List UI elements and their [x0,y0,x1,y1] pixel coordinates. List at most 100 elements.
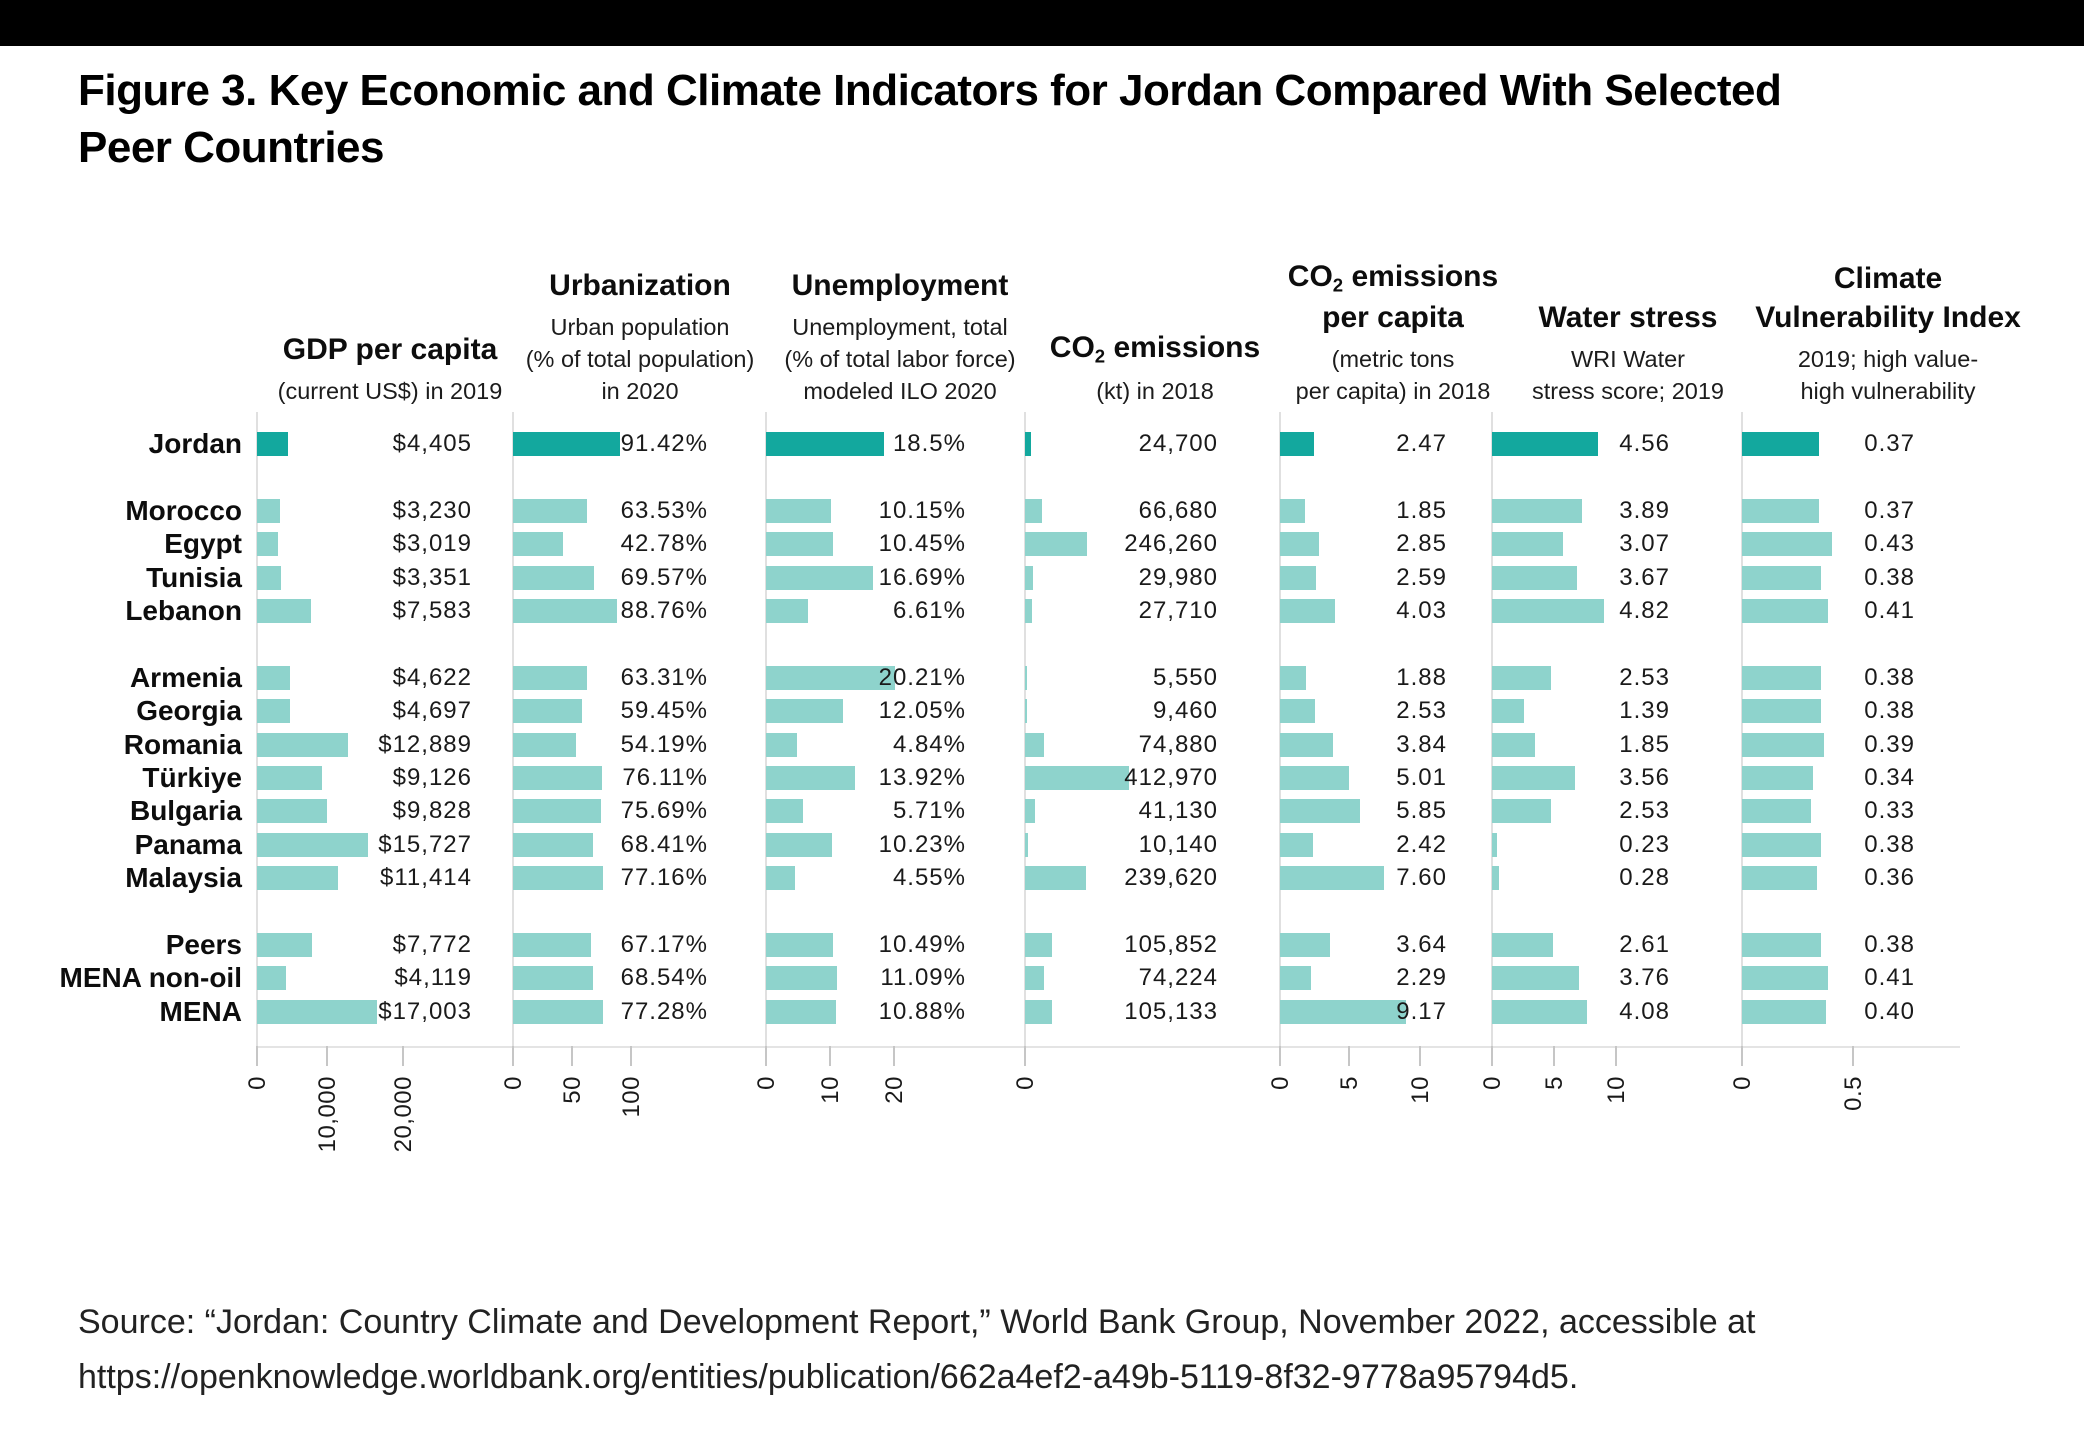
axis-tick [1615,1046,1617,1066]
axis-tick-label: 10 [1603,1076,1631,1104]
source-note-line-2: https://openknowledge.worldbank.org/enti… [78,1358,1579,1397]
bar-value-label: 0.37 [1864,430,1915,457]
bar-co2-emissions [1025,665,1027,690]
bar-co2-emissions [1025,766,1129,790]
panel-subtitle: Urban population [550,314,730,341]
bar-climate-vulnerability [1742,599,1828,623]
bar-water-stress [1492,966,1579,991]
bar-co2-per-capita [1280,966,1311,991]
axis-baseline [257,1046,1960,1048]
bar-value-label: $7,583 [392,597,472,624]
bar-urbanization [513,665,587,690]
axis-tick [630,1046,632,1066]
bar-value-label: 2.53 [1619,663,1670,691]
bar-unemployment [766,799,803,824]
bar-value-label: 0.33 [1864,797,1915,825]
figure-title-line-2: Peer Countries [78,123,384,173]
bar-value-label: 10.45% [878,530,966,558]
bar-value-label: 5.71% [892,797,966,825]
axis-tick-label: 20,000 [390,1076,466,1152]
bar-climate-vulnerability [1742,432,1819,456]
axis-tick-label: 10 [817,1076,845,1104]
bar-value-label: 0.43 [1864,530,1915,558]
bar-climate-vulnerability [1742,866,1817,891]
bar-urbanization [513,732,576,757]
bar-co2-emissions [1025,999,1052,1024]
bar-water-stress [1492,933,1553,957]
bar-co2-emissions [1025,933,1052,957]
axis-tick-label-text: 0.5 [1840,1076,1867,1111]
axis-tick-label-text: 50 [559,1076,586,1104]
bar-co2-emissions [1025,565,1033,590]
bar-value-label: 3.76 [1619,964,1670,992]
figure-title: Figure 3. Key Economic and Climate Indic… [78,62,1782,176]
bar-value-label: 29,980 [1138,563,1218,591]
bar-value-label: 1.88 [1396,663,1447,691]
subscript: 2 [1094,345,1106,367]
bar-value-label: $11,414 [380,864,472,892]
bar-climate-vulnerability [1742,799,1811,824]
bar-value-label: 68.54% [620,964,708,992]
bar-value-label: 239,620 [1124,864,1218,892]
bar-water-stress [1492,866,1499,891]
bar-value-label: 2.61 [1619,931,1670,958]
bar-climate-vulnerability [1742,565,1821,590]
bar-value-label: 63.53% [620,496,708,524]
axis-tick-label-text: 5 [1541,1076,1568,1090]
bar-value-label: $9,828 [392,797,472,825]
axis-tick-label: 50 [559,1076,587,1104]
bar-value-label: 2.29 [1396,964,1447,992]
bar-co2-emissions [1025,599,1032,623]
bar-value-label: 2.85 [1396,530,1447,558]
axis-tick [1741,1046,1743,1066]
bar-value-label: 91.42% [620,430,708,457]
panel-title: Urbanization [549,269,731,303]
bar-co2-per-capita [1280,866,1384,891]
bar-water-stress [1492,532,1563,557]
bar-co2-emissions [1025,498,1042,523]
bar-value-label: 0.40 [1864,997,1915,1025]
bar-value-label: 4.84% [892,730,966,758]
bar-co2-per-capita [1280,665,1306,690]
bar-value-label: 77.16% [620,864,708,892]
bar-value-label: 66,680 [1138,496,1218,524]
bar-co2-per-capita [1280,933,1330,957]
bar-value-label: 2.47 [1396,430,1447,457]
bar-gdp [257,799,327,824]
bar-climate-vulnerability [1742,966,1828,991]
bar-co2-emissions [1025,432,1031,456]
panel-subtitle: (% of total population) [525,346,755,373]
panel-title: GDP per capita [282,333,498,367]
axis-tick [1024,1046,1026,1066]
bar-value-label: 88.76% [620,597,708,624]
panel-title: CO2 emissions [1049,331,1261,367]
bar-gdp [257,532,278,557]
bar-co2-per-capita [1280,599,1335,623]
bar-value-label: 0.28 [1619,864,1670,892]
bar-value-label: 4.55% [892,864,966,892]
panel-title: Vulnerability Index [1755,301,2021,335]
bar-urbanization [513,866,603,891]
bar-co2-per-capita [1280,732,1333,757]
bar-unemployment [766,766,855,790]
axis-tick-label: 0 [1479,1076,1506,1104]
bar-gdp [257,665,290,690]
axis-tick [1348,1046,1350,1066]
bar-water-stress [1492,565,1577,590]
axis-tick-label-text: 0 [500,1076,527,1090]
bar-value-label: 3.56 [1619,764,1670,791]
bar-value-label: $12,889 [378,730,472,758]
row-label: MENA non-oil [59,962,242,994]
bar-co2-emissions [1025,799,1035,824]
bar-urbanization [513,565,594,590]
axis-tick-label: 0.5 [1840,1076,1875,1111]
axis-tick-label-text: 20,000 [390,1076,417,1153]
axis-tick-label: 100 [618,1076,660,1118]
bar-value-label: $7,772 [392,931,472,958]
bar-climate-vulnerability [1742,732,1824,757]
bar-value-label: 6.61% [892,597,966,624]
bar-value-label: 9,460 [1152,697,1218,725]
axis-tick-label-text: 0 [1729,1076,1756,1090]
bar-water-stress [1492,699,1524,724]
axis-tick-label-text: 5 [1336,1076,1363,1090]
